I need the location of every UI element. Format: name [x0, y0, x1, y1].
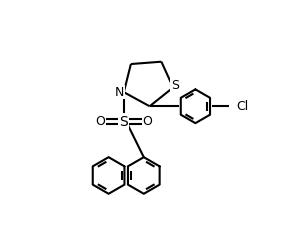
Text: O: O — [142, 114, 152, 127]
Text: S: S — [171, 79, 179, 92]
Text: Cl: Cl — [237, 100, 249, 113]
Text: O: O — [96, 114, 105, 127]
Text: N: N — [115, 86, 124, 99]
Text: S: S — [119, 114, 128, 129]
